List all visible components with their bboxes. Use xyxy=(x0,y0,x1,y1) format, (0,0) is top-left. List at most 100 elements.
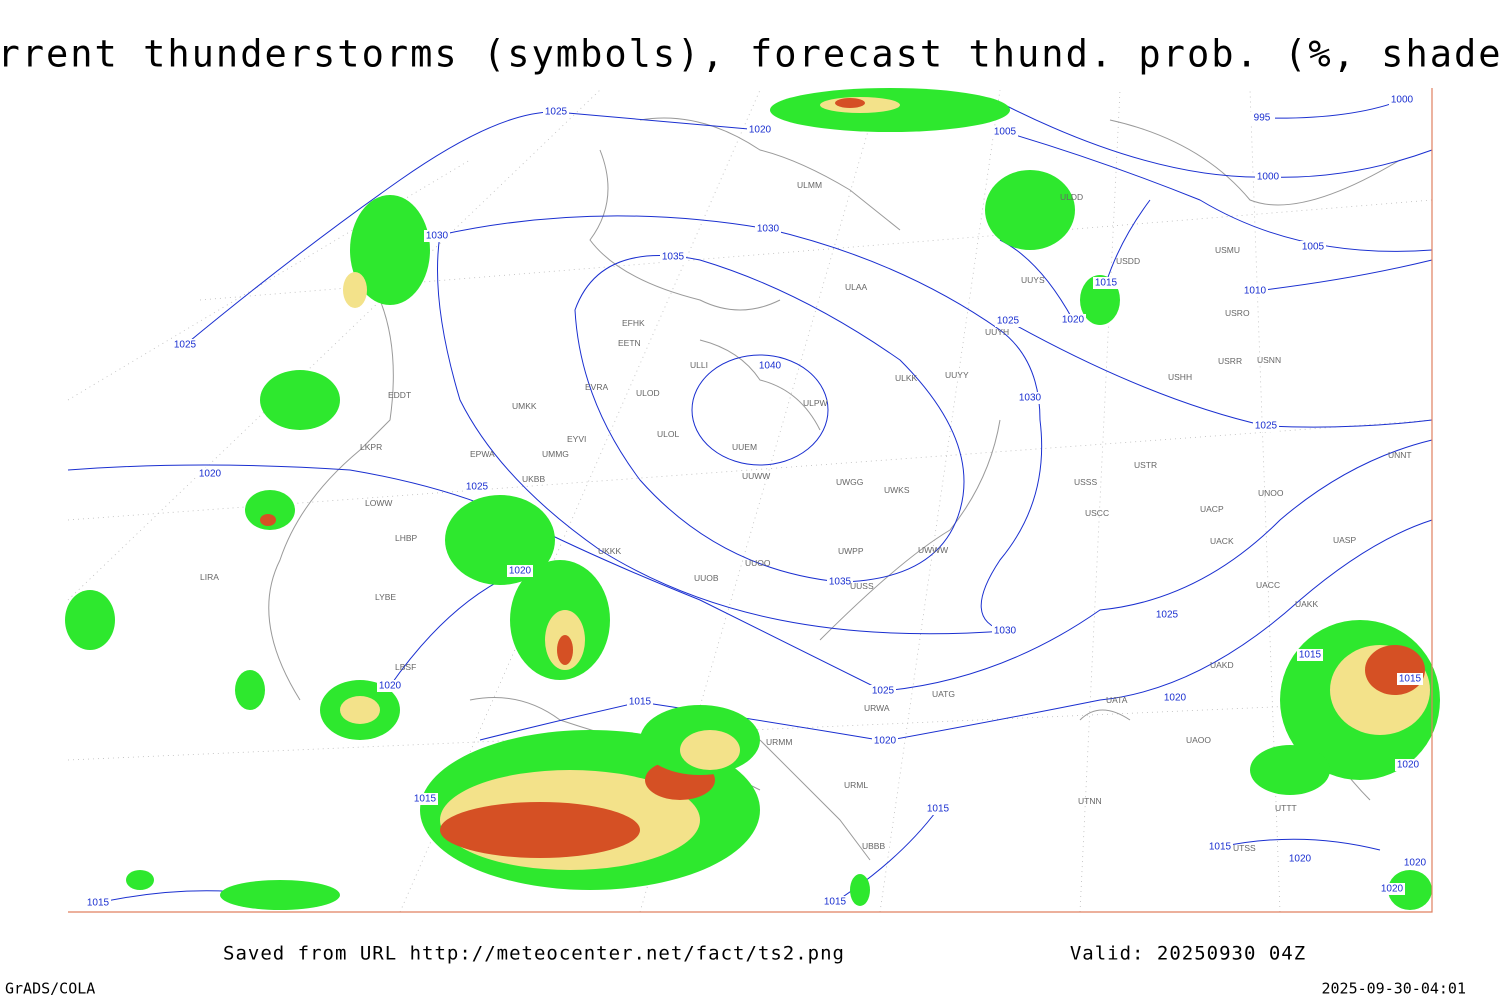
station-label: UACP xyxy=(1200,504,1224,514)
station-label: EDDT xyxy=(388,390,411,400)
isobar-label: 1020 xyxy=(1164,693,1187,704)
station-label: UATA xyxy=(1106,695,1128,705)
isobar-label: 1025 xyxy=(1255,421,1278,432)
isobar-label-bg xyxy=(747,124,773,136)
station-label: USTR xyxy=(1134,460,1157,470)
station-label: UTTT xyxy=(1275,803,1297,813)
station-label: LYBE xyxy=(375,592,396,602)
station-label: UATG xyxy=(932,689,955,699)
station-label: ULKK xyxy=(895,373,918,383)
station-label: URWA xyxy=(864,703,890,713)
isobar-label: 1020 xyxy=(1397,760,1420,771)
isobar-label-bg xyxy=(627,696,653,708)
isobar-label: 1015 xyxy=(1095,278,1118,289)
isobar-label: 1020 xyxy=(509,566,532,577)
isobar-label: 1000 xyxy=(1391,95,1414,106)
station-label: USDD xyxy=(1116,256,1140,266)
isobar-label-bg xyxy=(412,793,438,805)
station-label: UWPP xyxy=(838,546,864,556)
isobar-label: 995 xyxy=(1254,113,1271,124)
station-label: UMMG xyxy=(542,449,569,459)
station-label: LBSF xyxy=(395,662,416,672)
station-label: UWGG xyxy=(836,477,863,487)
isobar-label-bg xyxy=(377,680,403,692)
isobar-label: 1020 xyxy=(874,736,897,747)
station-label: UASP xyxy=(1333,535,1356,545)
station-label: ULOL xyxy=(657,429,679,439)
isobar-label-bg xyxy=(507,565,533,577)
isobar-label-bg xyxy=(1300,241,1326,253)
isobar-label-bg xyxy=(995,315,1021,327)
software: GrADS/COLA xyxy=(5,980,95,998)
station-label: UWKS xyxy=(884,485,910,495)
station-label: LOWW xyxy=(365,498,392,508)
isobar-label-bg xyxy=(755,223,781,235)
graticule xyxy=(67,89,1433,913)
isobar-label: 1015 xyxy=(1209,842,1232,853)
station-label: EVRA xyxy=(585,382,608,392)
isobar-label: 1025 xyxy=(997,316,1020,327)
station-label: UUSS xyxy=(850,581,874,591)
isobar-label-bg xyxy=(1249,112,1275,124)
station-label: EFHK xyxy=(622,318,645,328)
isobar-label: 1010 xyxy=(1244,286,1267,297)
isobar-label-bg xyxy=(870,685,896,697)
isobar-label: 1020 xyxy=(1289,854,1312,865)
isobar-label-bg xyxy=(1287,853,1313,865)
thunder-probability xyxy=(65,88,1440,910)
isobar-label: 1020 xyxy=(1062,315,1085,326)
coastlines xyxy=(268,117,1401,861)
isobar-label: 1020 xyxy=(749,125,772,136)
isobar-label: 1015 xyxy=(629,697,652,708)
station-label: UACC xyxy=(1256,580,1280,590)
station-label: USRO xyxy=(1225,308,1250,318)
isobar-label: 1020 xyxy=(1381,884,1404,895)
station-label: LKPR xyxy=(360,442,382,452)
station-label: ULMM xyxy=(797,180,822,190)
isobar-label-bg xyxy=(925,803,951,815)
station-label: UUYH xyxy=(985,327,1009,337)
isobar-label-bg xyxy=(992,126,1018,138)
isobar-label-bg xyxy=(660,251,686,263)
station-labels: ULMM ULDD USDD UUYS ULAA EFHK EETN EVRA ULOD ULLI… xyxy=(200,180,1412,853)
isobar-label-bg xyxy=(1253,420,1279,432)
isobar-label: 1005 xyxy=(1302,242,1325,253)
station-label: UACK xyxy=(1210,536,1234,546)
isobar-label-bg xyxy=(757,360,783,372)
isobar-label: 1025 xyxy=(1156,610,1179,621)
isobar-label: 1025 xyxy=(466,482,489,493)
isobar-label-bg xyxy=(1093,277,1119,289)
station-label: USCC xyxy=(1085,508,1109,518)
isobar-label: 1020 xyxy=(199,469,222,480)
isobar-label-bg xyxy=(85,897,111,909)
isobar-labels: 1025 1020 1005 995 1000 1000 1005 1010 1030 1030 1… xyxy=(85,94,1428,909)
isobar-label-bg xyxy=(1207,841,1233,853)
station-label: ULDD xyxy=(1060,192,1083,202)
isobar-label-bg xyxy=(1297,649,1323,661)
isobar-label: 1030 xyxy=(426,231,449,242)
station-label: UUYY xyxy=(945,370,969,380)
isobar-label: 1015 xyxy=(1299,650,1322,661)
isobar-label: 1020 xyxy=(379,681,402,692)
isobar-label: 1030 xyxy=(1019,393,1042,404)
station-label: USRR xyxy=(1218,356,1242,366)
map-frame: 1025 1020 1005 995 1000 1000 1005 1010 1030 1030 1… xyxy=(65,88,1440,913)
isobar-label: 1015 xyxy=(927,804,950,815)
isobar-label-bg xyxy=(872,735,898,747)
station-label: UUOO xyxy=(745,558,771,568)
station-label: UWWW xyxy=(918,545,948,555)
station-label: URMM xyxy=(766,737,792,747)
station-label: UAKD xyxy=(1210,660,1234,670)
isobar-label-bg xyxy=(822,896,848,908)
isobar-label-bg xyxy=(1060,314,1086,326)
isobar-label: 1025 xyxy=(872,686,895,697)
station-label: UNNT xyxy=(1388,450,1412,460)
station-label: UNOO xyxy=(1258,488,1284,498)
isobar-label: 1040 xyxy=(759,361,782,372)
isobar-label-bg xyxy=(1402,857,1428,869)
isobar-label-bg xyxy=(1017,392,1043,404)
isobar-label: 1025 xyxy=(545,107,568,118)
isobar-label-bg xyxy=(543,106,569,118)
station-label: EPWA xyxy=(470,449,495,459)
